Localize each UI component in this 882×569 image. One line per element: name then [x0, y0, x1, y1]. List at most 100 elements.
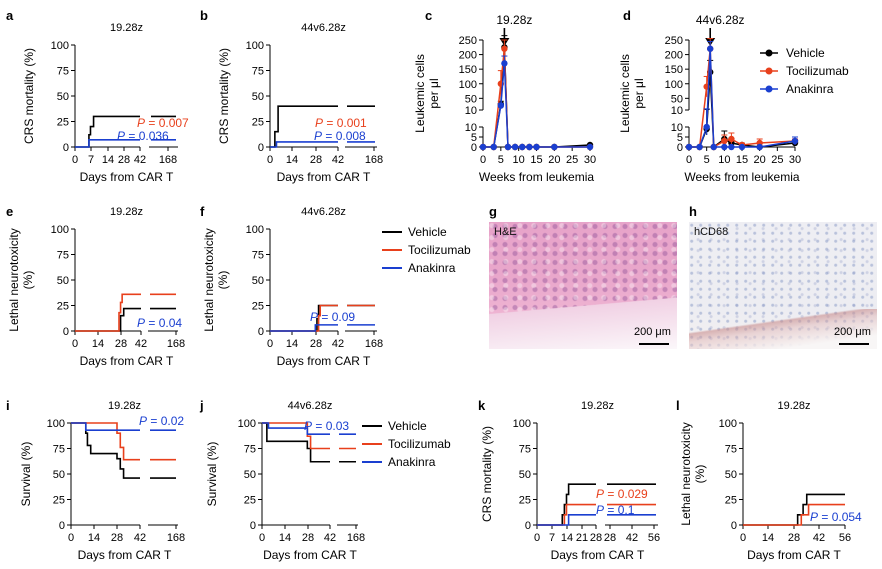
y-axis-label-unit-c: per μl: [427, 78, 441, 108]
hcd68-scale-bar: [839, 343, 869, 345]
series-line-anakinra-a: [75, 139, 140, 148]
data-point-anakinra-d: [728, 143, 735, 151]
y-tick-label-b: 25: [252, 117, 264, 129]
panel-letter-g: g: [489, 204, 497, 219]
p-value-anakinra-e: P = 0.04: [137, 316, 182, 330]
y-tick-label-c: 200: [459, 50, 477, 62]
series-line-tocilizumab-l: [743, 503, 845, 526]
x-tick-label-d: 15: [736, 154, 748, 166]
series-line-anakinra-d: [689, 48, 796, 148]
data-point-anakinra-d: [791, 137, 799, 145]
x-tick-label-b: 28: [310, 154, 322, 166]
y-tick-label-i: 50: [53, 469, 65, 481]
panel-letter-l: l: [676, 398, 680, 413]
series-line-vehicle-e: [75, 307, 141, 332]
legend-label-vehicle-mid: Vehicle: [408, 225, 447, 239]
y-tick-label-e: 0: [63, 326, 69, 338]
y-tick-label-k: 0: [525, 520, 531, 532]
x-tick-label-b: 42: [332, 154, 344, 166]
p-value-tocilizumab-a: P = 0.007: [137, 116, 189, 130]
x-tick-label-c: 20: [548, 154, 560, 166]
chart-title-k: 19.28z: [581, 400, 614, 412]
x-tick-label-l: 56: [839, 532, 851, 544]
y-tick-label-b: 50: [252, 91, 264, 103]
y-axis-label-k: CRS mortality (%): [480, 426, 494, 522]
y-tick-label-d: 250: [665, 35, 683, 47]
y-tick-label-d: 50: [671, 93, 683, 105]
y-tick-label-e: 25: [57, 301, 69, 313]
p-value-anakinra-i: P = 0.02: [139, 414, 184, 428]
p-value-anakinra-l: P = 0.054: [810, 510, 862, 524]
y-tick-label-l: 0: [731, 520, 737, 532]
series-line-vehicle-i: [71, 422, 140, 479]
data-point-anakinra-c: [504, 143, 512, 151]
data-point-anakinra-d: [685, 143, 693, 151]
data-point-anakinra-c: [526, 143, 533, 151]
x-tick-label-l: 42: [813, 532, 825, 544]
data-point-anakinra-d: [710, 143, 717, 151]
y-tick-label-e: 50: [57, 275, 69, 287]
data-point-anakinra-c: [551, 143, 558, 151]
x-tick-label-c: 25: [566, 154, 578, 166]
y-axis-label-unit-l: (%): [693, 465, 707, 484]
data-point-anakinra-d: [738, 143, 746, 151]
x-tick-label-f: 14: [286, 338, 298, 350]
x-tick-label-j: 14: [279, 532, 291, 544]
x-tick-label-e: 168: [167, 338, 185, 350]
chart-title-f: 44v6.28z: [301, 206, 346, 218]
x-tick-label-a: 0: [72, 154, 78, 166]
data-point-anakinra-c: [533, 143, 540, 151]
series-line-tocilizumab-c: [483, 48, 590, 148]
x-tick-label-d: 20: [754, 154, 766, 166]
legend-label-anakinra-mid: Anakinra: [408, 261, 456, 275]
data-point-anakinra-c: [479, 143, 487, 151]
y-axis-label-e: Lethal neurotoxicity: [7, 228, 21, 331]
x-tick-label-j: 28: [302, 532, 314, 544]
x-tick-label-j: 0: [259, 532, 265, 544]
x-tick-label-c: 15: [530, 154, 542, 166]
legend-label-vehicle-bottom: Vehicle: [388, 419, 427, 433]
x-tick-label-a: 28: [118, 154, 130, 166]
y-tick-label-f: 100: [246, 224, 264, 236]
y-axis-label-j: Survival (%): [205, 442, 219, 507]
data-point-anakinra-d: [707, 45, 714, 52]
arrow-label-d: 44v6.28z: [696, 13, 745, 27]
legend-label-anakinra-top: Anakinra: [786, 82, 834, 96]
chart-title-a: 19.28z: [110, 22, 143, 34]
y-tick-label-e: 100: [51, 224, 69, 236]
panel-letter-c: c: [425, 8, 432, 23]
y-tick-label-d: 5: [677, 132, 683, 144]
panel-letter-h: h: [689, 204, 697, 219]
x-tick-label-k: 21: [576, 532, 588, 544]
p-value-anakinra-a: P = 0.036: [117, 129, 169, 143]
y-tick-label-j: 50: [244, 469, 256, 481]
x-tick-label-l: 28: [788, 532, 800, 544]
x-tick-label-i: 14: [88, 532, 100, 544]
x-tick-label-b: 14: [286, 154, 298, 166]
y-tick-label-i: 0: [59, 520, 65, 532]
x-tick-label-b: 0: [267, 154, 273, 166]
panel-letter-a: a: [6, 8, 14, 23]
panel-letter-k: k: [478, 398, 486, 413]
data-point-anakinra-c: [586, 143, 594, 151]
x-tick-label-a: 7: [88, 154, 94, 166]
series-line-tocilizumab-i: [71, 422, 140, 461]
x-tick-label-d: 25: [771, 154, 783, 166]
x-tick-label-i: 168: [167, 532, 185, 544]
data-point-tocilizumab-c: [501, 45, 508, 52]
y-tick-label-d: 10: [671, 105, 683, 117]
series-line-vehicle-l: [743, 493, 845, 526]
y-tick-label-d: 150: [665, 64, 683, 76]
y-tick-label-i: 25: [53, 495, 65, 507]
y-tick-label-c: 150: [459, 64, 477, 76]
hcd68-histology-image: hCD68 200 μm: [689, 222, 877, 349]
series-line-tocilizumab-e: [75, 293, 141, 332]
x-tick-label-e: 42: [135, 338, 147, 350]
panel-letter-j: j: [199, 398, 204, 413]
legend-label-tocilizumab-bottom: Tocilizumab: [388, 437, 451, 451]
data-point-anakinra-c: [519, 143, 526, 151]
data-point-anakinra-d: [703, 123, 710, 131]
p-value-anakinra-f: P = 0.09: [310, 310, 355, 324]
p-value-anakinra-j: P = 0.03: [304, 419, 349, 433]
y-tick-label-d: 200: [665, 50, 683, 62]
